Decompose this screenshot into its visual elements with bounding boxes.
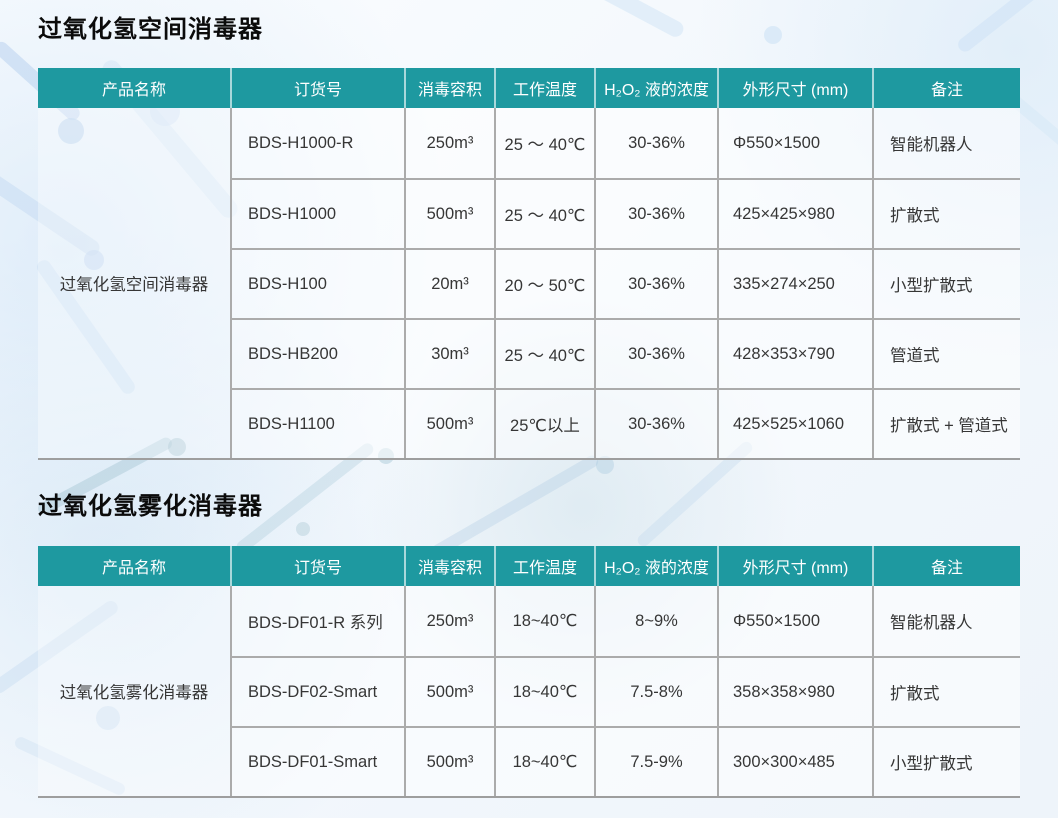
space-disinfector-table: 产品名称 订货号 消毒容积 工作温度 H₂O₂ 液的浓度 外形尺寸 (mm) 备… xyxy=(38,68,1020,460)
cell-dimensions: 300×300×485 xyxy=(717,726,872,796)
background-dot-shape xyxy=(96,706,120,730)
cell-concentration: 7.5-8% xyxy=(594,656,717,726)
cell-dimensions: 425×525×1060 xyxy=(717,388,872,458)
cell-temperature: 25 ～ 40℃ xyxy=(494,178,594,248)
cell-concentration: 30-36% xyxy=(594,318,717,388)
col-header-volume: 消毒容积 xyxy=(404,68,494,108)
cell-concentration: 30-36% xyxy=(594,108,717,178)
cell-volume: 250m³ xyxy=(404,108,494,178)
section-title: 过氧化氢空间消毒器 xyxy=(38,16,263,43)
atomization-disinfector-table: 产品名称 订货号 消毒容积 工作温度 H₂O₂ 液的浓度 外形尺寸 (mm) 备… xyxy=(38,546,1020,798)
cell-concentration: 30-36% xyxy=(594,178,717,248)
section-space-disinfector: 过氧化氢空间消毒器 产品名称 订货号 消毒容积 工作温度 H₂O₂ 液的浓度 外… xyxy=(38,14,1058,460)
col-header-concentration: H₂O₂ 液的浓度 xyxy=(594,546,717,586)
cell-volume: 250m³ xyxy=(404,586,494,656)
cell-order-no: BDS-H1000 xyxy=(230,178,404,248)
cell-temperature: 18~40℃ xyxy=(494,586,594,656)
cell-remark: 小型扩散式 xyxy=(872,726,1020,796)
cell-dimensions: Φ550×1500 xyxy=(717,586,872,656)
table-header-row: 产品名称 订货号 消毒容积 工作温度 H₂O₂ 液的浓度 外形尺寸 (mm) 备… xyxy=(38,68,1020,108)
cell-order-no: BDS-DF01-Smart xyxy=(230,726,404,796)
col-header-temperature: 工作温度 xyxy=(494,546,594,586)
cell-dimensions: 358×358×980 xyxy=(717,656,872,726)
col-header-remark: 备注 xyxy=(872,68,1020,108)
cell-remark: 扩散式 xyxy=(872,656,1020,726)
col-header-volume: 消毒容积 xyxy=(404,546,494,586)
cell-volume: 500m³ xyxy=(404,726,494,796)
cell-remark: 智能机器人 xyxy=(872,586,1020,656)
col-header-order-no: 订货号 xyxy=(230,546,404,586)
background-dot-shape xyxy=(764,26,782,44)
cell-concentration: 8~9% xyxy=(594,586,717,656)
cell-temperature: 18~40℃ xyxy=(494,726,594,796)
cell-remark: 管道式 xyxy=(872,318,1020,388)
background-dot-shape xyxy=(84,250,104,270)
col-header-remark: 备注 xyxy=(872,546,1020,586)
cell-volume: 30m³ xyxy=(404,318,494,388)
cell-product-name: 过氧化氢空间消毒器 xyxy=(38,108,230,458)
cell-dimensions: 425×425×980 xyxy=(717,178,872,248)
cell-remark: 小型扩散式 xyxy=(872,248,1020,318)
cell-temperature: 25 ～ 40℃ xyxy=(494,108,594,178)
cell-volume: 500m³ xyxy=(404,656,494,726)
cell-order-no: BDS-DF02-Smart xyxy=(230,656,404,726)
section-title: 过氧化氢雾化消毒器 xyxy=(38,493,263,520)
cell-temperature: 20 ～ 50℃ xyxy=(494,248,594,318)
background-dot-shape xyxy=(168,438,186,456)
cell-concentration: 7.5-9% xyxy=(594,726,717,796)
table-body: 过氧化氢雾化消毒器 BDS-DF01-R 系列 250m³ 18~40℃ 8~9… xyxy=(38,586,1020,798)
cell-order-no: BDS-H100 xyxy=(230,248,404,318)
cell-remark: 扩散式 + 管道式 xyxy=(872,388,1020,458)
cell-order-no: BDS-H1100 xyxy=(230,388,404,458)
cell-volume: 500m³ xyxy=(404,178,494,248)
col-header-product-name: 产品名称 xyxy=(38,546,230,586)
col-header-order-no: 订货号 xyxy=(230,68,404,108)
cell-dimensions: Φ550×1500 xyxy=(717,108,872,178)
col-header-dimensions: 外形尺寸 (mm) xyxy=(717,68,872,108)
cell-remark: 扩散式 xyxy=(872,178,1020,248)
col-header-product-name: 产品名称 xyxy=(38,68,230,108)
cell-dimensions: 335×274×250 xyxy=(717,248,872,318)
cell-temperature: 18~40℃ xyxy=(494,656,594,726)
cell-concentration: 30-36% xyxy=(594,388,717,458)
cell-order-no: BDS-HB200 xyxy=(230,318,404,388)
cell-order-no: BDS-H1000-R xyxy=(230,108,404,178)
background-dot-shape xyxy=(58,118,84,144)
cell-temperature: 25℃以上 xyxy=(494,388,594,458)
cell-volume: 500m³ xyxy=(404,388,494,458)
table-body: 过氧化氢空间消毒器 BDS-H1000-R 250m³ 25 ～ 40℃ 30-… xyxy=(38,108,1020,460)
cell-volume: 20m³ xyxy=(404,248,494,318)
cell-concentration: 30-36% xyxy=(594,248,717,318)
table-header-row: 产品名称 订货号 消毒容积 工作温度 H₂O₂ 液的浓度 外形尺寸 (mm) 备… xyxy=(38,546,1020,586)
cell-remark: 智能机器人 xyxy=(872,108,1020,178)
section-atomization-disinfector: 过氧化氢雾化消毒器 产品名称 订货号 消毒容积 工作温度 H₂O₂ 液的浓度 外… xyxy=(38,491,1058,798)
background-dot-shape xyxy=(296,522,310,536)
col-header-dimensions: 外形尺寸 (mm) xyxy=(717,546,872,586)
cell-temperature: 25 ～ 40℃ xyxy=(494,318,594,388)
col-header-concentration: H₂O₂ 液的浓度 xyxy=(594,68,717,108)
col-header-temperature: 工作温度 xyxy=(494,68,594,108)
background-dot-shape xyxy=(596,456,614,474)
cell-order-no: BDS-DF01-R 系列 xyxy=(230,586,404,656)
cell-dimensions: 428×353×790 xyxy=(717,318,872,388)
cell-product-name: 过氧化氢雾化消毒器 xyxy=(38,586,230,796)
